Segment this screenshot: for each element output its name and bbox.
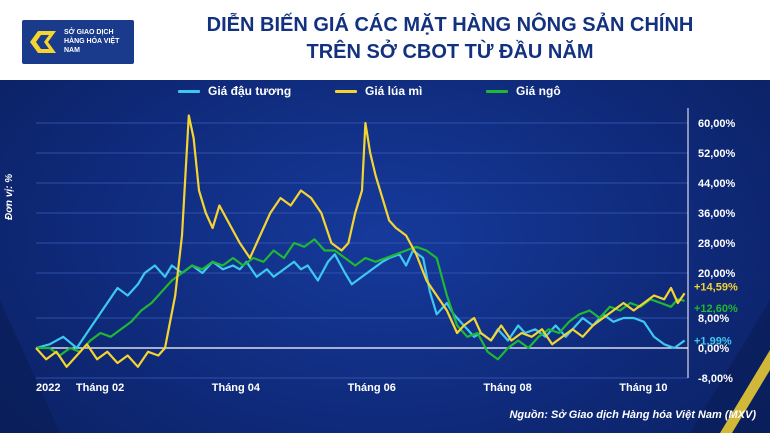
chart-title-line-2: TRÊN SỞ CBOT TỪ ĐẦU NĂM — [306, 41, 594, 63]
legend-item-soy: Giá đậu tương — [178, 84, 291, 98]
y-tick-label: 36,00% — [698, 208, 736, 220]
legend-swatch-soy — [178, 90, 200, 94]
legend-label-wheat: Giá lúa mì — [365, 84, 423, 98]
x-tick-label: Tháng 10 — [619, 382, 667, 394]
y-tick-label: 0,00% — [698, 343, 729, 355]
header-banner: SỞ GIAO DỊCH HÀNG HÓA VIỆT NAM DIỄN BIẾN… — [0, 0, 770, 80]
logo-text: SỞ GIAO DỊCH HÀNG HÓA VIỆT NAM — [64, 29, 120, 54]
legend-label-soy: Giá đậu tương — [208, 84, 292, 98]
series-line-wheat — [35, 114, 686, 368]
y-tick-label: -8,00% — [698, 373, 733, 385]
logo: SỞ GIAO DỊCH HÀNG HÓA VIỆT NAM — [22, 20, 134, 64]
y-tick-label: 20,00% — [698, 268, 736, 280]
legend-swatch-corn — [486, 90, 508, 94]
y-tick-labels: -8,00% 0,00% 8,00% 20,00% 28,00% 36,00% 44,00%… — [698, 118, 736, 385]
logo-mark-icon — [30, 31, 56, 53]
x-tick-label: Tháng 02 — [76, 382, 124, 394]
end-label-wheat: +14,59% — [694, 281, 738, 293]
x-tick-label: Tháng 04 — [212, 382, 261, 394]
y-tick-label: 8,00% — [698, 313, 729, 325]
legend-swatch-wheat — [335, 90, 357, 94]
grid-lines — [36, 108, 689, 379]
series-line-soy — [35, 249, 686, 350]
chart-title-line-1: DIỄN BIẾN GIÁ CÁC MẶT HÀNG NÔNG SẢN CHÍN… — [206, 14, 694, 36]
y-tick-label: 60,00% — [698, 118, 736, 130]
source-note: Nguồn: Sở Giao dịch Hàng hóa Việt Nam (M… — [509, 409, 756, 421]
end-label-corn: +12,60% — [694, 303, 738, 315]
y-tick-label: 44,00% — [698, 178, 736, 190]
x-tick-labels: 2022 Tháng 02 Tháng 04 Tháng 06 Tháng 08 Thán… — [36, 382, 668, 394]
legend-label-corn: Giá ngô — [516, 84, 561, 98]
series-lines — [35, 114, 686, 368]
x-tick-label: Tháng 06 — [348, 382, 396, 394]
legend-item-wheat: Giá lúa mì — [335, 84, 422, 98]
y-tick-label: 52,00% — [698, 148, 736, 160]
end-label-soy: +1,99% — [694, 336, 732, 348]
end-value-labels: +1,99% +14,59% +12,60% — [694, 281, 738, 347]
legend-item-corn: Giá ngô — [486, 84, 561, 98]
x-tick-label: Tháng 08 — [483, 382, 531, 394]
chart-title: DIỄN BIẾN GIÁ CÁC MẶT HÀNG NÔNG SẢN CHÍN… — [150, 12, 750, 66]
x-tick-label: 2022 — [36, 382, 60, 394]
series-line-corn — [36, 238, 685, 361]
y-tick-label: 28,00% — [698, 238, 736, 250]
